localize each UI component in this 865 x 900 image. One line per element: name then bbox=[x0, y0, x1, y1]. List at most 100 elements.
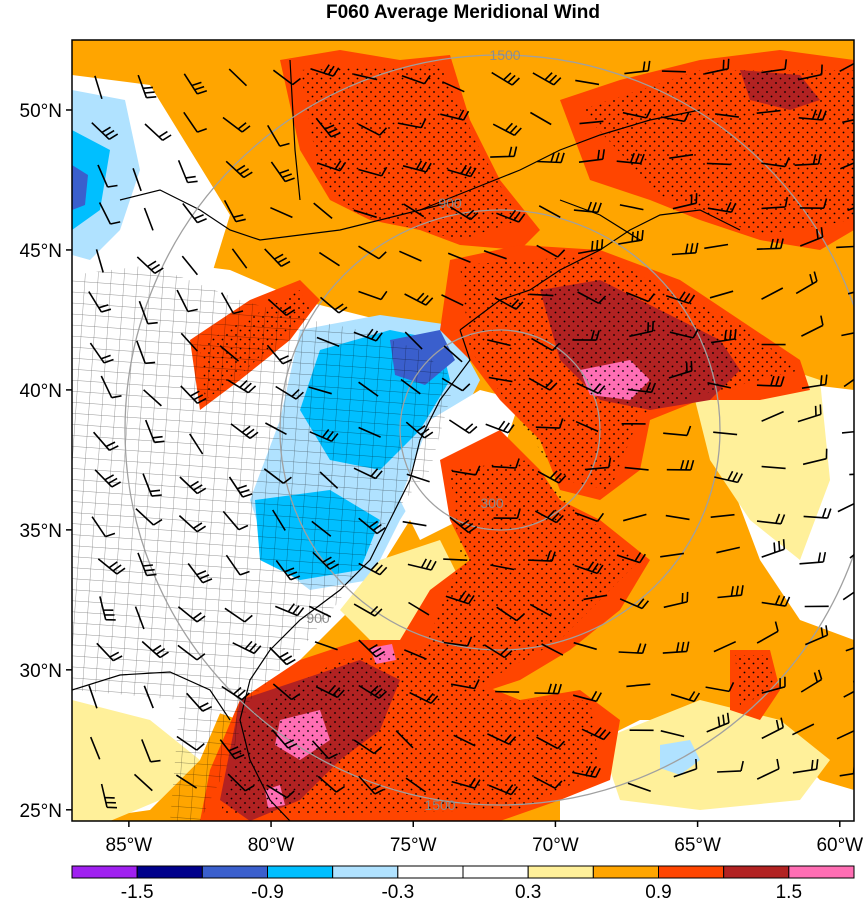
wind-barb bbox=[709, 290, 734, 299]
wind-barb bbox=[314, 641, 338, 651]
colorbar-swatch bbox=[527, 865, 594, 879]
wind-barb bbox=[801, 374, 828, 389]
wind-barb bbox=[756, 238, 784, 250]
wind-barb bbox=[616, 152, 645, 165]
wind-barb bbox=[572, 330, 600, 341]
wind-barb bbox=[804, 625, 829, 646]
wind-barb bbox=[756, 375, 785, 387]
wind-barb bbox=[142, 473, 162, 497]
wind-barb bbox=[187, 563, 213, 584]
map-panel: 300 900 900 1500 1500 bbox=[72, 40, 854, 821]
wind-barb bbox=[97, 164, 118, 188]
wind-barb bbox=[272, 509, 286, 531]
lat-tick-label: 50°N bbox=[20, 101, 62, 122]
wind-barb bbox=[530, 111, 552, 126]
wind-barb bbox=[96, 642, 123, 662]
wind-barb bbox=[624, 60, 651, 75]
wind-barb bbox=[576, 382, 606, 395]
wind-barb bbox=[176, 289, 198, 313]
wind-barb bbox=[541, 643, 564, 656]
wind-barb bbox=[136, 256, 164, 274]
wind-barb bbox=[405, 421, 434, 439]
stipple-northeast bbox=[580, 70, 854, 235]
wind-barb bbox=[358, 562, 388, 576]
wind-barb bbox=[574, 561, 604, 575]
wind-barb bbox=[353, 603, 383, 617]
wind-barb bbox=[625, 291, 656, 303]
county-grid bbox=[72, 265, 455, 821]
wind-barb bbox=[799, 551, 827, 565]
wind-barb bbox=[275, 560, 301, 581]
wind-barb bbox=[133, 773, 153, 792]
wind-barb bbox=[716, 546, 740, 554]
wind-barb bbox=[309, 429, 339, 443]
border-lines bbox=[289, 59, 641, 241]
wind-barb bbox=[136, 340, 156, 365]
wind-barb bbox=[710, 329, 737, 344]
wind-barb bbox=[629, 321, 654, 338]
great-lakes-outline bbox=[119, 189, 461, 241]
wind-barb bbox=[803, 508, 832, 519]
wind-barb bbox=[183, 73, 208, 95]
wind-barb bbox=[403, 203, 425, 218]
contour-lightyellow-south bbox=[72, 700, 200, 821]
wind-barb bbox=[573, 201, 602, 214]
wind-barb bbox=[673, 758, 698, 778]
wind-barb bbox=[618, 643, 647, 654]
wind-barb bbox=[91, 122, 119, 140]
wind-barb bbox=[622, 108, 652, 119]
wind-barb bbox=[577, 239, 604, 255]
wind-barb bbox=[89, 736, 101, 760]
wind-barb bbox=[270, 206, 293, 219]
wind-barb bbox=[761, 157, 790, 168]
wind-barb bbox=[269, 646, 296, 666]
wind-barb bbox=[445, 591, 475, 605]
colorbar: -1.5 -0.9 -0.3 0.3 0.9 1.5 bbox=[71, 865, 855, 900]
wind-barb bbox=[536, 736, 566, 750]
wind-barb bbox=[627, 782, 651, 793]
wind-barb bbox=[400, 378, 421, 395]
wind-barb bbox=[660, 730, 685, 738]
wind-barb bbox=[496, 606, 525, 622]
wind-barb bbox=[403, 649, 427, 660]
wind-barb bbox=[447, 252, 471, 263]
wind-barb bbox=[267, 298, 296, 316]
wind-barb bbox=[449, 516, 478, 534]
wind-barb bbox=[495, 690, 520, 693]
wind-barb bbox=[223, 200, 246, 223]
wind-barb bbox=[92, 431, 119, 452]
wind-barb bbox=[761, 410, 784, 422]
lon-tick-label: 80°W bbox=[248, 835, 295, 856]
wind-barb bbox=[839, 763, 854, 777]
wind-barb bbox=[358, 684, 388, 699]
wind-barb bbox=[713, 431, 738, 436]
wind-barb bbox=[849, 553, 854, 559]
wind-barb bbox=[358, 123, 388, 136]
wind-barb bbox=[671, 242, 699, 256]
wind-barb bbox=[451, 777, 481, 789]
wind-barb bbox=[222, 510, 249, 531]
wind-barb bbox=[795, 271, 818, 295]
wind-barb bbox=[220, 292, 244, 315]
wind-barb bbox=[845, 647, 854, 652]
wind-barb bbox=[704, 58, 730, 75]
wind-barb bbox=[714, 470, 744, 484]
lon-tick-label: 65°W bbox=[674, 835, 721, 856]
wind-barb bbox=[225, 554, 250, 576]
wind-barb bbox=[619, 204, 644, 211]
wind-barb bbox=[583, 594, 608, 601]
wind-barb bbox=[181, 255, 199, 276]
wind-barb bbox=[179, 476, 207, 495]
wind-barb bbox=[574, 512, 605, 523]
stipple-quebec bbox=[300, 65, 520, 240]
wind-barb bbox=[761, 465, 786, 470]
wind-barb bbox=[494, 296, 524, 310]
lon-tick-label: 60°W bbox=[816, 835, 863, 856]
wind-barb bbox=[451, 465, 481, 476]
wind-barb bbox=[409, 691, 439, 705]
colorbar-swatch bbox=[267, 865, 334, 879]
wind-barb bbox=[761, 595, 791, 607]
wind-barb bbox=[575, 79, 600, 86]
wind-barb bbox=[794, 153, 822, 166]
wind-barb bbox=[178, 515, 207, 533]
